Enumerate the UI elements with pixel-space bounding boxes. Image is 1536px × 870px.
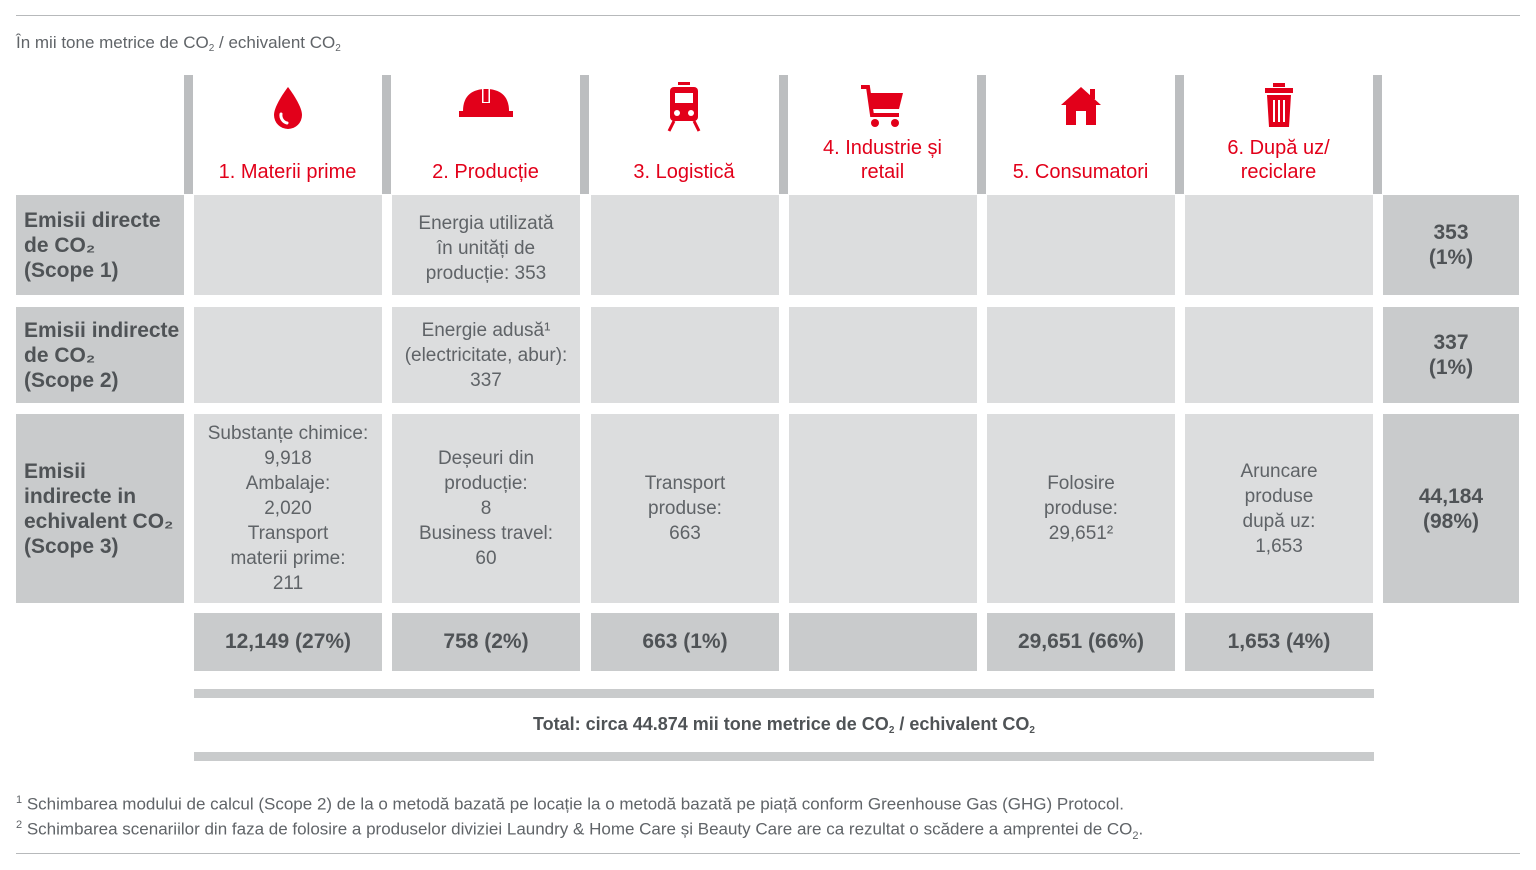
house-icon: [986, 81, 1175, 133]
grand-total: Total: circa 44.874 mii tone metrice de …: [533, 714, 1035, 736]
row-label-scope-3: Emisii indirecte in echivalent CO₂ (Scop…: [16, 414, 184, 603]
table-cell: Folosire produse: 29,651²: [987, 414, 1175, 603]
table-cell: [1185, 307, 1373, 403]
stage-label: 3. Logistică: [633, 161, 735, 183]
stage-total: 1,653 (4%): [1185, 613, 1373, 671]
table-cell: [987, 195, 1175, 295]
table-cell: [987, 307, 1175, 403]
stage-total: 663 (1%): [591, 613, 779, 671]
stage-total: 29,651 (66%): [987, 613, 1175, 671]
header-separator: [184, 75, 193, 194]
stage-label: 6. După uz/ reciclare: [1227, 137, 1330, 183]
table-cell: [194, 307, 382, 403]
row-label-scope-1: Emisii directe de CO₂ (Scope 1): [16, 195, 184, 295]
table-cell: [1185, 195, 1373, 295]
table-cell: [194, 195, 382, 295]
stage-header-after-use: 6. După uz/ reciclare: [1184, 75, 1373, 194]
table-cell: Energie adusă¹ (electricitate, abur): 33…: [392, 307, 580, 403]
header-separator: [580, 75, 589, 194]
total-bar-top: [194, 689, 1374, 698]
header-separator: [1373, 75, 1382, 194]
header-separator: [382, 75, 391, 194]
row-total-scope-3: 44,184 (98%): [1383, 414, 1519, 603]
table-cell: Substanțe chimice: 9,918 Ambalaje: 2,020…: [194, 414, 382, 603]
stage-header-raw-materials: 1. Materii prime: [193, 75, 382, 194]
stage-header-consumers: 5. Consumatori: [986, 75, 1175, 194]
footnote-1: 1 Schimbarea modului de calcul (Scope 2)…: [16, 794, 1124, 814]
row-total-scope-2: 337 (1%): [1383, 307, 1519, 403]
stage-header-industry-retail: 4. Industrie și retail: [788, 75, 977, 194]
stage-label: 4. Industrie și retail: [823, 137, 942, 183]
table-cell: Transport produse: 663: [591, 414, 779, 603]
stage-label: 2. Producție: [432, 161, 539, 183]
stage-total: 758 (2%): [392, 613, 580, 671]
trash-can-icon: [1184, 81, 1373, 133]
stage-total: 12,149 (27%): [194, 613, 382, 671]
table-cell: [789, 414, 977, 603]
table-cell: Aruncare produse după uz: 1,653: [1185, 414, 1373, 603]
top-rule: [16, 15, 1520, 16]
stage-label: 1. Materii prime: [218, 161, 357, 183]
header-separator: [1175, 75, 1184, 194]
bottom-rule: [16, 853, 1520, 854]
stage-label: 5. Consumatori: [1012, 161, 1149, 183]
footnote-2: 2 Schimbarea scenariilor din faza de fol…: [16, 819, 1144, 843]
train-icon: [589, 81, 779, 133]
oil-drop-icon: [193, 81, 382, 133]
header-separator: [977, 75, 986, 194]
stage-total: [789, 613, 977, 671]
row-label-scope-2: Emisii indirecte de CO₂ (Scope 2): [16, 307, 184, 403]
table-cell: [591, 195, 779, 295]
stage-header-logistics: 3. Logistică: [589, 75, 779, 194]
table-cell: [591, 307, 779, 403]
total-bar-bottom: [194, 752, 1374, 761]
header-separator: [779, 75, 788, 194]
hard-hat-icon: [391, 81, 580, 133]
row-total-scope-1: 353 (1%): [1383, 195, 1519, 295]
unit-note: În mii tone metrice de CO2 / echivalent …: [16, 33, 341, 54]
stage-header-production: 2. Producție: [391, 75, 580, 194]
table-cell: [789, 195, 977, 295]
table-cell: Deșeuri din producție: 8 Business travel…: [392, 414, 580, 603]
table-cell: [789, 307, 977, 403]
shopping-cart-icon: [788, 81, 977, 133]
table-cell: Energia utilizată în unități de producți…: [392, 195, 580, 295]
